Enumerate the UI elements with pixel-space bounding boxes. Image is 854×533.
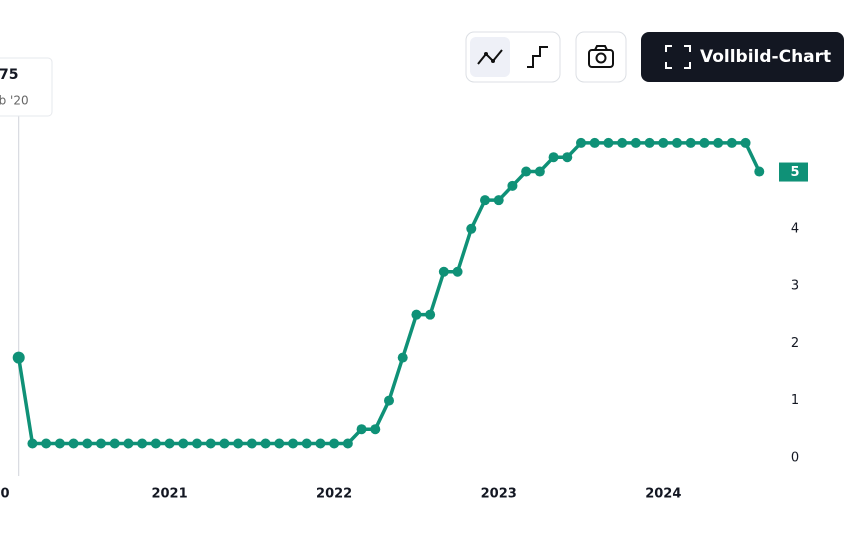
data-point xyxy=(219,438,230,449)
data-point xyxy=(603,137,614,148)
data-point xyxy=(12,351,25,364)
data-point xyxy=(54,438,65,449)
data-point xyxy=(164,438,175,449)
data-point xyxy=(342,438,353,449)
data-point xyxy=(685,137,696,148)
tooltip-date: Feb '20 xyxy=(0,94,29,108)
data-point xyxy=(397,352,408,363)
data-point xyxy=(246,438,257,449)
data-point xyxy=(233,438,244,449)
data-point xyxy=(466,223,477,234)
data-point xyxy=(452,266,463,277)
data-point xyxy=(726,137,737,148)
last-value-label: 5 xyxy=(790,165,799,180)
fullscreen-icon xyxy=(665,45,691,69)
data-point xyxy=(68,438,79,449)
x-tick-label: 2021 xyxy=(151,487,187,502)
data-point xyxy=(41,438,52,449)
data-point xyxy=(260,438,271,449)
data-point xyxy=(548,152,559,163)
data-point xyxy=(740,137,751,148)
fullscreen-button[interactable] xyxy=(641,32,844,82)
data-point xyxy=(192,438,202,449)
data-point xyxy=(713,137,724,148)
data-point xyxy=(370,424,381,435)
data-point xyxy=(123,438,134,449)
data-point xyxy=(699,137,710,148)
y-tick-label: 4 xyxy=(791,221,799,236)
data-point xyxy=(507,180,518,191)
data-point xyxy=(329,438,340,449)
line-icon xyxy=(477,49,503,65)
data-point xyxy=(589,137,600,148)
x-tick-label: 2022 xyxy=(316,487,352,502)
x-tick-label: 0 xyxy=(0,487,9,502)
line-icon-dot xyxy=(484,52,488,56)
camera-icon xyxy=(588,49,614,68)
fullscreen-label[interactable]: Vollbild-Chart xyxy=(700,47,831,67)
data-point xyxy=(288,438,298,449)
data-point xyxy=(96,438,106,449)
data-point xyxy=(521,166,532,177)
x-tick-label: 2024 xyxy=(645,487,681,502)
data-point xyxy=(576,137,586,148)
data-point xyxy=(438,266,449,277)
data-point xyxy=(425,309,436,320)
camera-icon-lens xyxy=(595,52,607,64)
camera-icon-top xyxy=(594,45,608,51)
plot: 012345020212022202320245 xyxy=(0,58,808,502)
data-point xyxy=(562,152,573,163)
y-tick-label: 0 xyxy=(791,450,799,465)
y-tick-label: 2 xyxy=(791,336,799,351)
data-point xyxy=(301,438,312,449)
tooltip-value: 1,75 xyxy=(0,67,19,83)
data-point xyxy=(672,137,682,148)
tooltip-box xyxy=(0,57,53,117)
y-tick-label: 1 xyxy=(791,393,799,408)
line-icon-dot xyxy=(491,59,495,63)
data-point xyxy=(82,438,93,449)
tooltip: 1,75 Feb '20 xyxy=(0,57,53,117)
data-point xyxy=(150,438,161,449)
y-tick-label: 3 xyxy=(791,279,799,294)
data-point xyxy=(658,137,669,148)
data-point xyxy=(480,195,490,206)
data-point xyxy=(205,438,216,449)
data-point xyxy=(178,438,189,449)
data-point xyxy=(315,438,326,449)
data-point xyxy=(384,395,394,406)
data-point xyxy=(109,438,120,449)
x-tick-label: 2023 xyxy=(481,487,517,502)
data-point xyxy=(274,438,285,449)
data-point xyxy=(644,137,655,148)
data-point xyxy=(27,438,38,449)
data-point xyxy=(356,424,367,435)
toolbar: Vollbild-Chart xyxy=(465,31,844,83)
screenshot-button[interactable] xyxy=(575,31,627,83)
data-point xyxy=(630,137,641,148)
data-point xyxy=(617,137,628,148)
data-point xyxy=(754,166,765,177)
last-value-badge xyxy=(779,162,808,182)
step-icon xyxy=(527,46,548,68)
data-point xyxy=(493,195,504,206)
data-point xyxy=(534,166,545,177)
data-point xyxy=(411,309,422,320)
data-point xyxy=(137,438,148,449)
